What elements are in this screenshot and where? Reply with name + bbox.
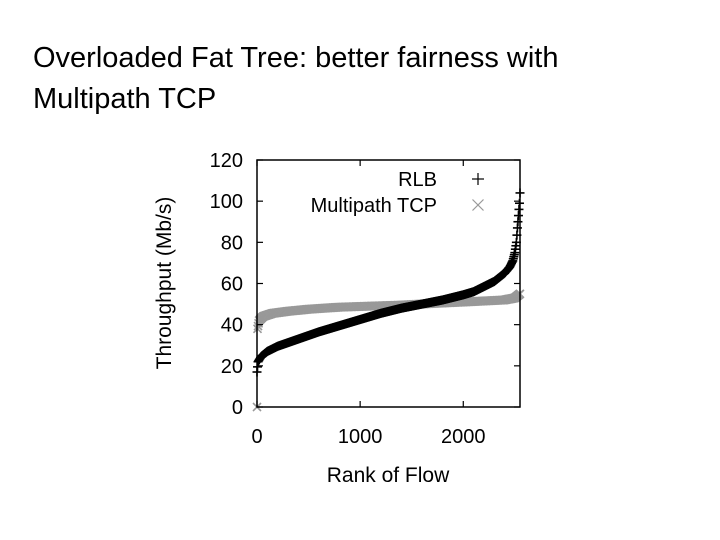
legend-marker	[472, 199, 484, 211]
y-tick-label: 120	[210, 150, 243, 172]
y-tick-label: 100	[210, 191, 243, 213]
legend-label: Multipath TCP	[311, 195, 437, 217]
slide-title: Overloaded Fat Tree: better fairness wit…	[33, 38, 673, 120]
data-layer	[252, 188, 525, 412]
legend: RLB Multipath TCP	[311, 169, 484, 217]
slide-title-line-2: Multipath TCP	[33, 83, 217, 115]
y-axis-label: Throughput (Mb/s)	[153, 197, 176, 370]
x-axis-label: Rank of Flow	[327, 464, 450, 487]
x-tick-label: 0	[251, 426, 262, 448]
legend-item: RLB	[398, 169, 484, 191]
y-tick-label: 0	[232, 397, 243, 419]
series-rlb	[252, 188, 525, 377]
x-tick-label: 1000	[338, 426, 383, 448]
slide-title-line-1: Overloaded Fat Tree: better fairness wit…	[33, 42, 559, 74]
legend-marker	[472, 173, 484, 185]
legend-item: Multipath TCP	[311, 195, 484, 217]
axis-layer: 0 20 40 60 80 100 120 0 1000 2000	[210, 150, 520, 448]
y-tick-label: 80	[221, 232, 243, 254]
legend-label: RLB	[398, 169, 437, 191]
y-tick-label: 20	[221, 356, 243, 378]
y-tick-label: 40	[221, 315, 243, 337]
y-tick-label: 60	[221, 274, 243, 296]
x-tick-label: 2000	[441, 426, 486, 448]
